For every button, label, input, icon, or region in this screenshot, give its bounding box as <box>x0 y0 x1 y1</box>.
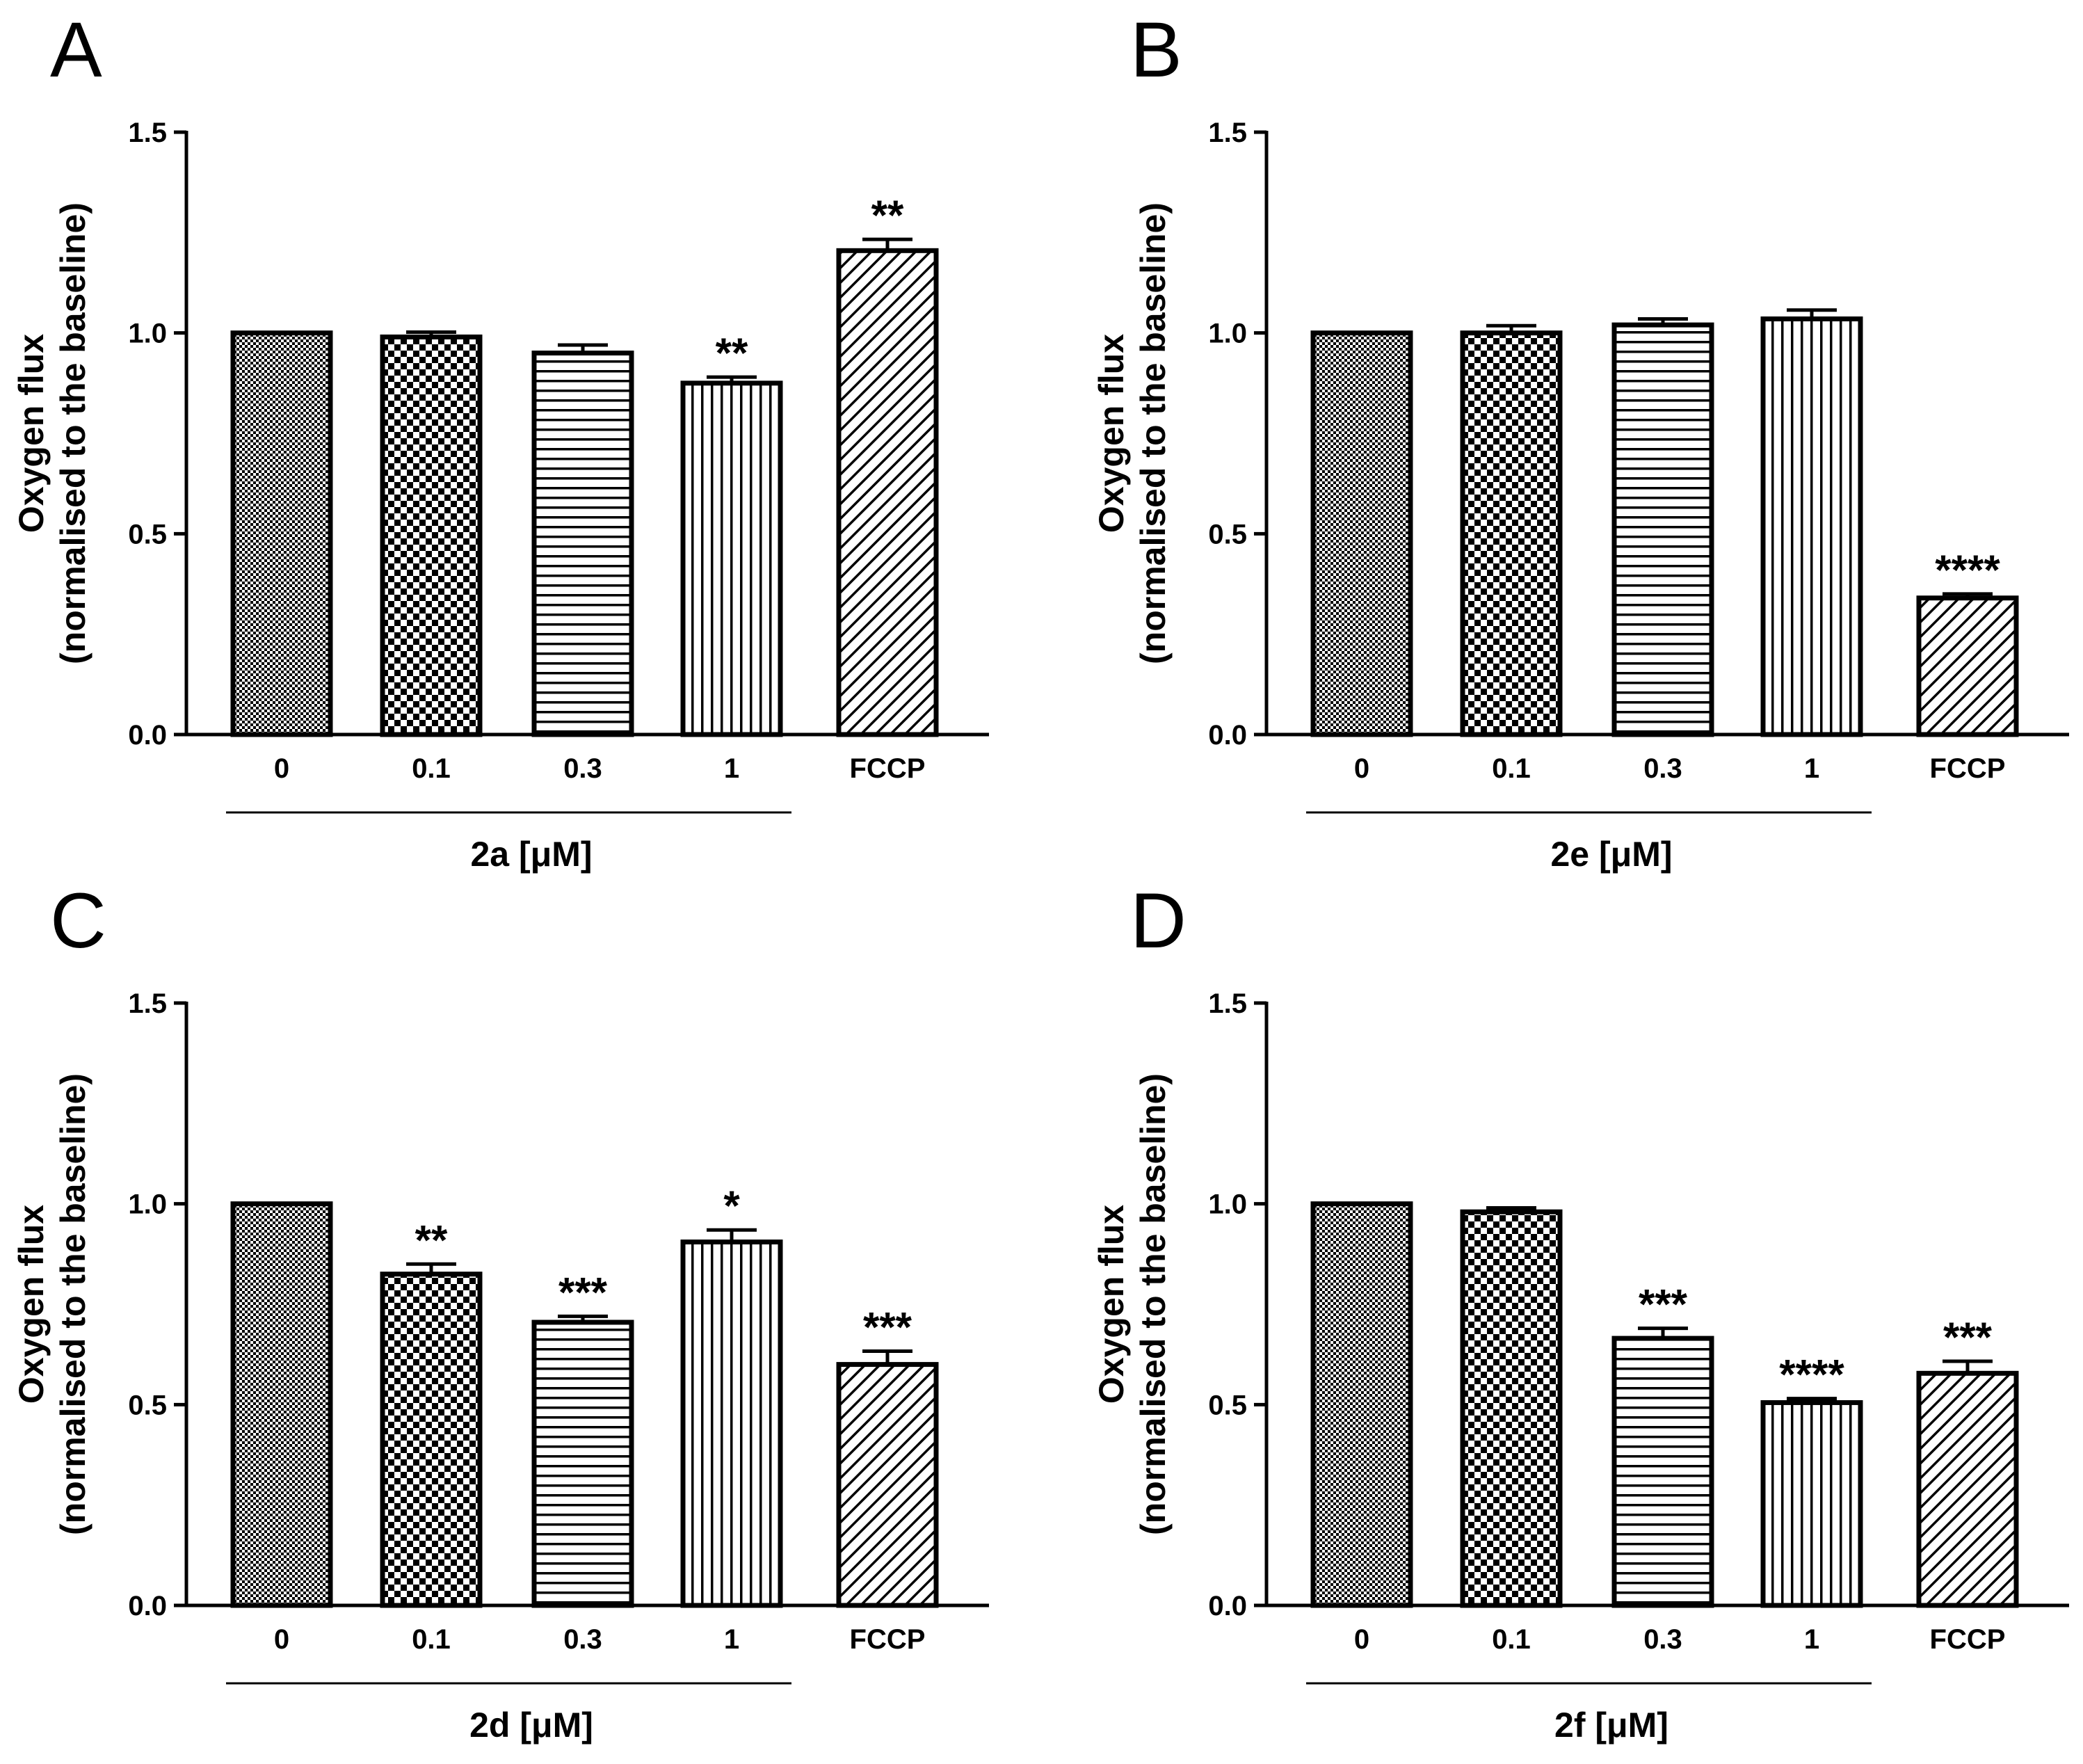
y-axis-label: (normalised to the baseline) <box>54 202 93 664</box>
panel-c: C Oxygen flux (normalised to the baseline)… <box>12 877 989 1745</box>
y-tick-label: 0.0 <box>128 720 167 751</box>
y-tick-label: 1.0 <box>1208 319 1247 349</box>
x-tick-label: FCCP <box>1930 753 2006 784</box>
bar <box>380 334 483 737</box>
significance-label: *** <box>1639 1281 1688 1328</box>
y-tick-label: 1.5 <box>1208 988 1247 1019</box>
y-tick-label: 0.5 <box>128 1390 167 1420</box>
bar <box>1310 330 1413 737</box>
y-axis-label: Oxygen flux <box>1092 334 1131 533</box>
significance-label: * <box>723 1182 740 1229</box>
x-tick-label: 0.1 <box>412 1624 451 1655</box>
bar <box>836 248 939 737</box>
significance-label: *** <box>558 1269 608 1315</box>
y-axis-label: (normalised to the baseline) <box>54 1073 93 1535</box>
x-tick-label: 0.1 <box>1492 1624 1531 1655</box>
significance-label: *** <box>863 1304 912 1351</box>
y-tick-label: 1.0 <box>128 1189 167 1220</box>
significance-label: **** <box>1935 547 2000 593</box>
x-tick-label: 0.3 <box>563 753 602 784</box>
x-tick-label: FCCP <box>850 1624 926 1655</box>
y-axis-label: (normalised to the baseline) <box>1134 202 1173 664</box>
significance-label: ** <box>415 1217 448 1263</box>
x-tick-label: 0.3 <box>1643 1624 1682 1655</box>
bar <box>836 1362 939 1608</box>
bar <box>1611 322 1714 737</box>
y-tick-label: 0.0 <box>1208 720 1247 751</box>
bar <box>230 330 333 737</box>
y-tick-label: 1.5 <box>128 118 167 148</box>
x-tick-label: 1 <box>1804 753 1819 784</box>
bar <box>1760 316 1863 737</box>
y-tick-label: 1.5 <box>1208 118 1247 148</box>
y-axis-label: Oxygen flux <box>12 1205 51 1404</box>
y-tick-label: 0.0 <box>1208 1591 1247 1621</box>
y-tick-label: 0.5 <box>128 519 167 550</box>
bar <box>680 380 783 737</box>
bar <box>230 1201 333 1608</box>
bar <box>531 1320 634 1608</box>
x-tick-label: FCCP <box>1930 1624 2006 1655</box>
panel-d: D Oxygen flux (normalised to the baseline)… <box>1092 877 2069 1745</box>
x-tick-label: 0 <box>274 753 289 784</box>
y-tick-label: 0.0 <box>128 1591 167 1621</box>
panel-a: A Oxygen flux (normalised to the baseline)… <box>12 6 989 874</box>
x-tick-label: 0.3 <box>1643 753 1682 784</box>
y-tick-label: 0.5 <box>1208 1390 1247 1420</box>
bar <box>1611 1336 1714 1608</box>
bar <box>1460 1209 1563 1608</box>
y-axis-label: (normalised to the baseline) <box>1134 1073 1173 1535</box>
significance-label: ** <box>871 192 904 239</box>
x-tick-label: 1 <box>724 753 739 784</box>
x-tick-label: 0 <box>1354 753 1369 784</box>
x-tick-label: 1 <box>724 1624 739 1655</box>
bar <box>380 1272 483 1608</box>
panel-letter: D <box>1130 877 1187 964</box>
y-tick-label: 1.5 <box>128 988 167 1019</box>
y-tick-label: 1.0 <box>128 319 167 349</box>
bar <box>680 1240 783 1608</box>
x-axis-label: 2d [μM] <box>469 1706 593 1745</box>
x-axis-label: 2a [μM] <box>470 835 592 874</box>
x-tick-label: 0.1 <box>412 753 451 784</box>
bar <box>1916 1370 2019 1608</box>
significance-label: *** <box>1943 1314 1993 1361</box>
x-tick-label: FCCP <box>850 753 926 784</box>
bar <box>1310 1201 1413 1608</box>
y-tick-label: 1.0 <box>1208 1189 1247 1220</box>
panel-b: B Oxygen flux (normalised to the baseline)… <box>1092 6 2069 874</box>
x-tick-label: 0 <box>274 1624 289 1655</box>
x-tick-label: 0 <box>1354 1624 1369 1655</box>
bar <box>531 351 634 737</box>
bar <box>1760 1400 1863 1608</box>
x-tick-label: 0.3 <box>563 1624 602 1655</box>
significance-label: **** <box>1779 1352 1844 1398</box>
x-axis-label: 2f [μM] <box>1554 1706 1668 1745</box>
x-axis-label: 2e [μM] <box>1550 835 1672 874</box>
bar <box>1460 330 1563 737</box>
panel-letter: A <box>50 6 102 93</box>
x-tick-label: 1 <box>1804 1624 1819 1655</box>
significance-label: ** <box>716 330 748 376</box>
y-axis-label: Oxygen flux <box>1092 1205 1131 1404</box>
bar <box>1916 595 2019 737</box>
x-tick-label: 0.1 <box>1492 753 1531 784</box>
y-tick-label: 0.5 <box>1208 519 1247 550</box>
panel-letter: B <box>1130 6 1182 93</box>
panel-letter: C <box>50 877 106 964</box>
y-axis-label: Oxygen flux <box>12 334 51 533</box>
